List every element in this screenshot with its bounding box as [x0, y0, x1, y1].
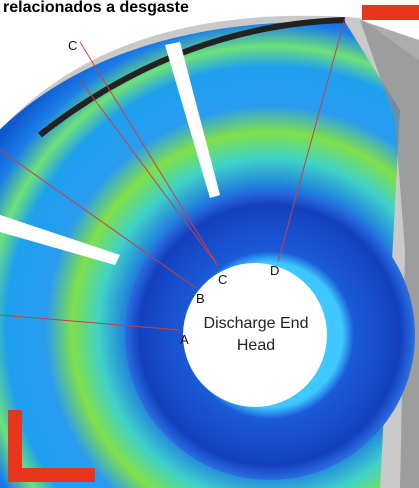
label: A — [180, 332, 189, 347]
label: D — [270, 263, 279, 278]
page: relacionados a desgaste C C D B A Discha… — [0, 0, 419, 488]
center-label: Head — [237, 337, 275, 354]
title: relacionados a desgaste — [3, 0, 189, 16]
label: B — [196, 291, 205, 306]
label: C — [68, 38, 77, 53]
label: C — [218, 272, 227, 287]
scan-image: relacionados a desgaste C C D B A Discha… — [0, 0, 419, 488]
center-label: Discharge End — [204, 315, 309, 332]
center-opening — [183, 263, 327, 407]
corner-mark — [362, 5, 419, 20]
